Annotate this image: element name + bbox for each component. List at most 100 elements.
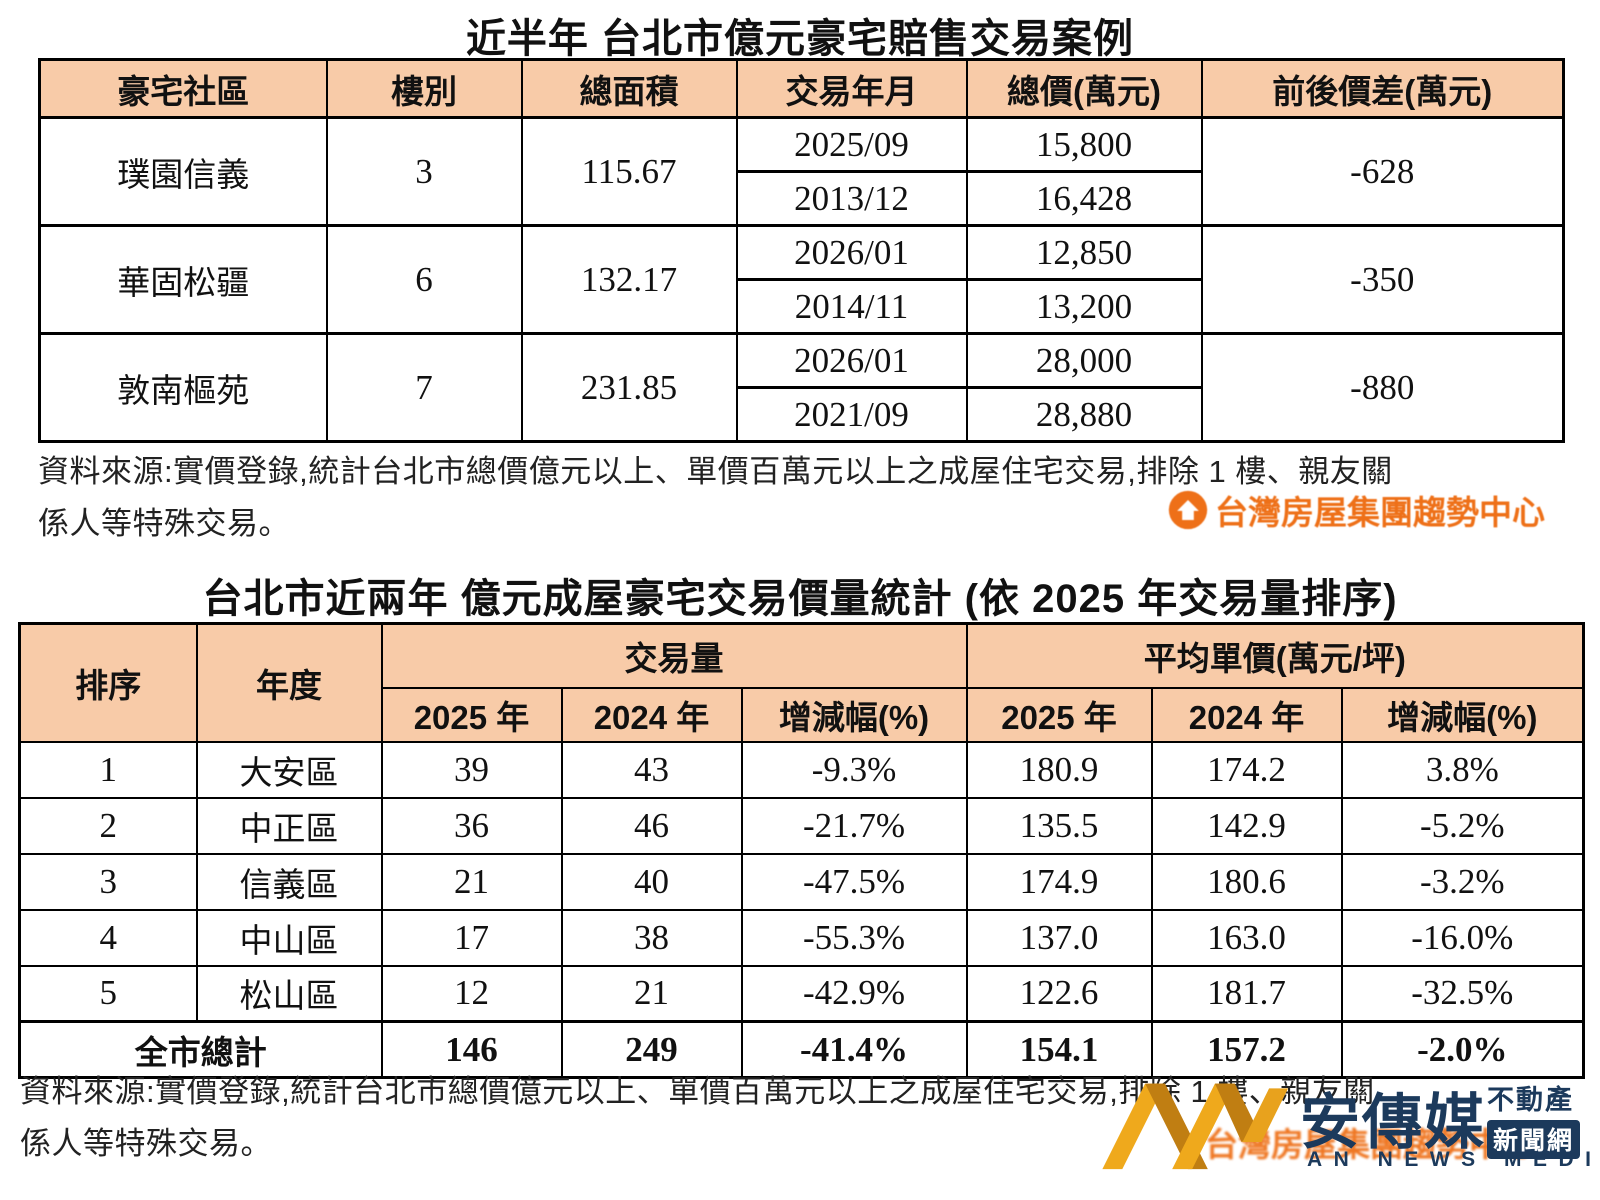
rank-value: 3 [18, 852, 198, 911]
table-row: 璞園信義 3 115.67 2025/09 15,800 -628 [38, 116, 1565, 227]
an-media-monogram-icon [1102, 1083, 1289, 1170]
total-volume-2025: 146 [380, 1020, 563, 1079]
volume-2024: 21 [560, 964, 743, 1023]
table-row: 2 中正區 36 46 -21.7% 135.5 142.9 -5.2% [18, 796, 1585, 855]
deal-date: 2014/11 [735, 278, 968, 335]
volume-2024: 46 [560, 796, 743, 855]
col-header-vol-2024: 2024 年 [560, 686, 743, 743]
table-row: 華固松疆 6 132.17 2026/01 12,850 -350 [38, 224, 1565, 335]
deal-date: 2013/12 [735, 170, 968, 227]
total-price-2025: 154.1 [965, 1020, 1153, 1079]
price-change: -3.2% [1340, 852, 1585, 911]
total-label: 全市總計 [18, 1020, 383, 1079]
source-note-line2: 係人等特殊交易。 [20, 1126, 272, 1161]
total-price-2024: 157.2 [1150, 1020, 1343, 1079]
an-media-name-zh: 安傳媒 [1300, 1089, 1486, 1156]
floor-value: 3 [325, 116, 523, 227]
price-change: -32.5% [1340, 964, 1585, 1023]
an-media-name-en: AN NEWS MEDIA [1307, 1148, 1600, 1171]
deal-date: 2021/09 [735, 386, 968, 443]
col-header-community: 豪宅社區 [38, 58, 328, 119]
rank-value: 2 [18, 796, 198, 855]
volume-2025: 17 [380, 908, 563, 967]
source-note: 資料來源:實價登錄,統計台北市總價億元以上、單價百萬元以上之成屋住宅交易,排除 … [38, 446, 1568, 550]
table-header-row: 豪宅社區 樓別 總面積 交易年月 總價(萬元) 前後價差(萬元) [38, 58, 1565, 119]
table-row: 3 信義區 21 40 -47.5% 174.9 180.6 -3.2% [18, 852, 1585, 911]
table-subrow: 2014/11 13,200 [40, 278, 1564, 335]
col-header-price-diff: 前後價差(萬元) [1200, 58, 1565, 119]
price-change: -16.0% [1340, 908, 1585, 967]
source-note-line2: 係人等特殊交易。 [38, 506, 290, 541]
col-header-price-2024: 2024 年 [1150, 686, 1343, 743]
col-header-year: 年度 [195, 622, 383, 743]
volume-2025: 36 [380, 796, 563, 855]
taiwan-housing-icon [1168, 490, 1208, 530]
col-header-price-change: 增減幅(%) [1340, 686, 1585, 743]
price-2025: 174.9 [965, 852, 1153, 911]
district-name: 中山區 [195, 908, 383, 967]
price-2024: 180.6 [1150, 852, 1343, 911]
price-2024: 181.7 [1150, 964, 1343, 1023]
rank-value: 5 [18, 964, 198, 1023]
volume-2024: 43 [560, 740, 743, 799]
an-media-tagline: 不動產 新聞網 [1487, 1078, 1592, 1159]
total-volume-change: -41.4% [740, 1020, 968, 1079]
floor-value: 7 [325, 332, 523, 443]
volume-change: -21.7% [740, 796, 968, 855]
price-2024: 142.9 [1150, 796, 1343, 855]
volume-2025: 12 [380, 964, 563, 1023]
table1-title: 近半年 台北市億元豪宅賠售交易案例 [465, 17, 1135, 61]
deal-price: 13,200 [965, 278, 1203, 335]
price-diff: -628 [1200, 116, 1565, 227]
volume-change: -55.3% [740, 908, 968, 967]
an-media-tag-newsnet: 新聞網 [1487, 1120, 1581, 1159]
price-diff: -880 [1200, 332, 1565, 443]
table-subrow: 2021/09 28,880 [40, 386, 1564, 443]
col-header-deal-date: 交易年月 [735, 58, 968, 119]
col-header-total-price: 總價(萬元) [965, 58, 1203, 119]
price-diff: -350 [1200, 224, 1565, 335]
area-value: 231.85 [520, 332, 738, 443]
deal-price: 12,850 [965, 224, 1203, 281]
col-group-volume: 交易量 [380, 622, 968, 689]
col-header-price-2025: 2025 年 [965, 686, 1153, 743]
table-row: 5 松山區 12 21 -42.9% 122.6 181.7 -32.5% [18, 964, 1585, 1023]
table-row: 敦南樞苑 7 231.85 2026/01 28,000 -880 [38, 332, 1565, 443]
deal-price: 28,880 [965, 386, 1203, 443]
community-name: 敦南樞苑 [38, 332, 328, 443]
source-note-line1: 資料來源:實價登錄,統計台北市總價億元以上、單價百萬元以上之成屋住宅交易,排除 … [38, 454, 1393, 489]
col-header-vol-change: 增減幅(%) [740, 686, 968, 743]
table2-title: 台北市近兩年 億元成屋豪宅交易價量統計 (依 2025 年交易量排序) [202, 577, 1398, 621]
volume-change: -9.3% [740, 740, 968, 799]
total-price-change: -2.0% [1340, 1020, 1585, 1079]
price-change: 3.8% [1340, 740, 1585, 799]
community-name: 璞園信義 [38, 116, 328, 227]
community-name: 華固松疆 [38, 224, 328, 335]
volume-2025: 39 [380, 740, 563, 799]
volume-price-stats-table: 排序 年度 交易量 平均單價(萬元/坪) 2025 年 2024 年 增減幅(%… [18, 622, 1586, 1079]
volume-2024: 40 [560, 852, 743, 911]
district-name: 松山區 [195, 964, 383, 1023]
deal-date: 2025/09 [735, 116, 968, 173]
table-total-row: 全市總計 146 249 -41.4% 154.1 157.2 -2.0% [18, 1020, 1585, 1079]
an-news-media-logo: 安傳媒 不動產 新聞網 AN NEWS MEDIA [1095, 1042, 1600, 1200]
an-media-tag-realestate: 不動產 [1487, 1085, 1574, 1115]
price-2024: 163.0 [1150, 908, 1343, 967]
col-group-avg-price: 平均單價(萬元/坪) [965, 622, 1585, 689]
deal-price: 16,428 [965, 170, 1203, 227]
taiwan-housing-logo-text: 台灣房屋集團趨勢中心 [1215, 494, 1545, 531]
price-2025: 137.0 [965, 908, 1153, 967]
price-2024: 174.2 [1150, 740, 1343, 799]
district-name: 信義區 [195, 852, 383, 911]
volume-change: -47.5% [740, 852, 968, 911]
volume-2024: 38 [560, 908, 743, 967]
price-2025: 135.5 [965, 796, 1153, 855]
col-header-area: 總面積 [520, 58, 738, 119]
col-header-rank: 排序 [18, 622, 198, 743]
table-row: 1 大安區 39 43 -9.3% 180.9 174.2 3.8% [18, 740, 1585, 799]
deal-date: 2026/01 [735, 224, 968, 281]
deal-price: 15,800 [965, 116, 1203, 173]
total-volume-2024: 249 [560, 1020, 743, 1079]
loss-sale-cases-table: 豪宅社區 樓別 總面積 交易年月 總價(萬元) 前後價差(萬元) 璞園信義 3 … [38, 58, 1565, 443]
